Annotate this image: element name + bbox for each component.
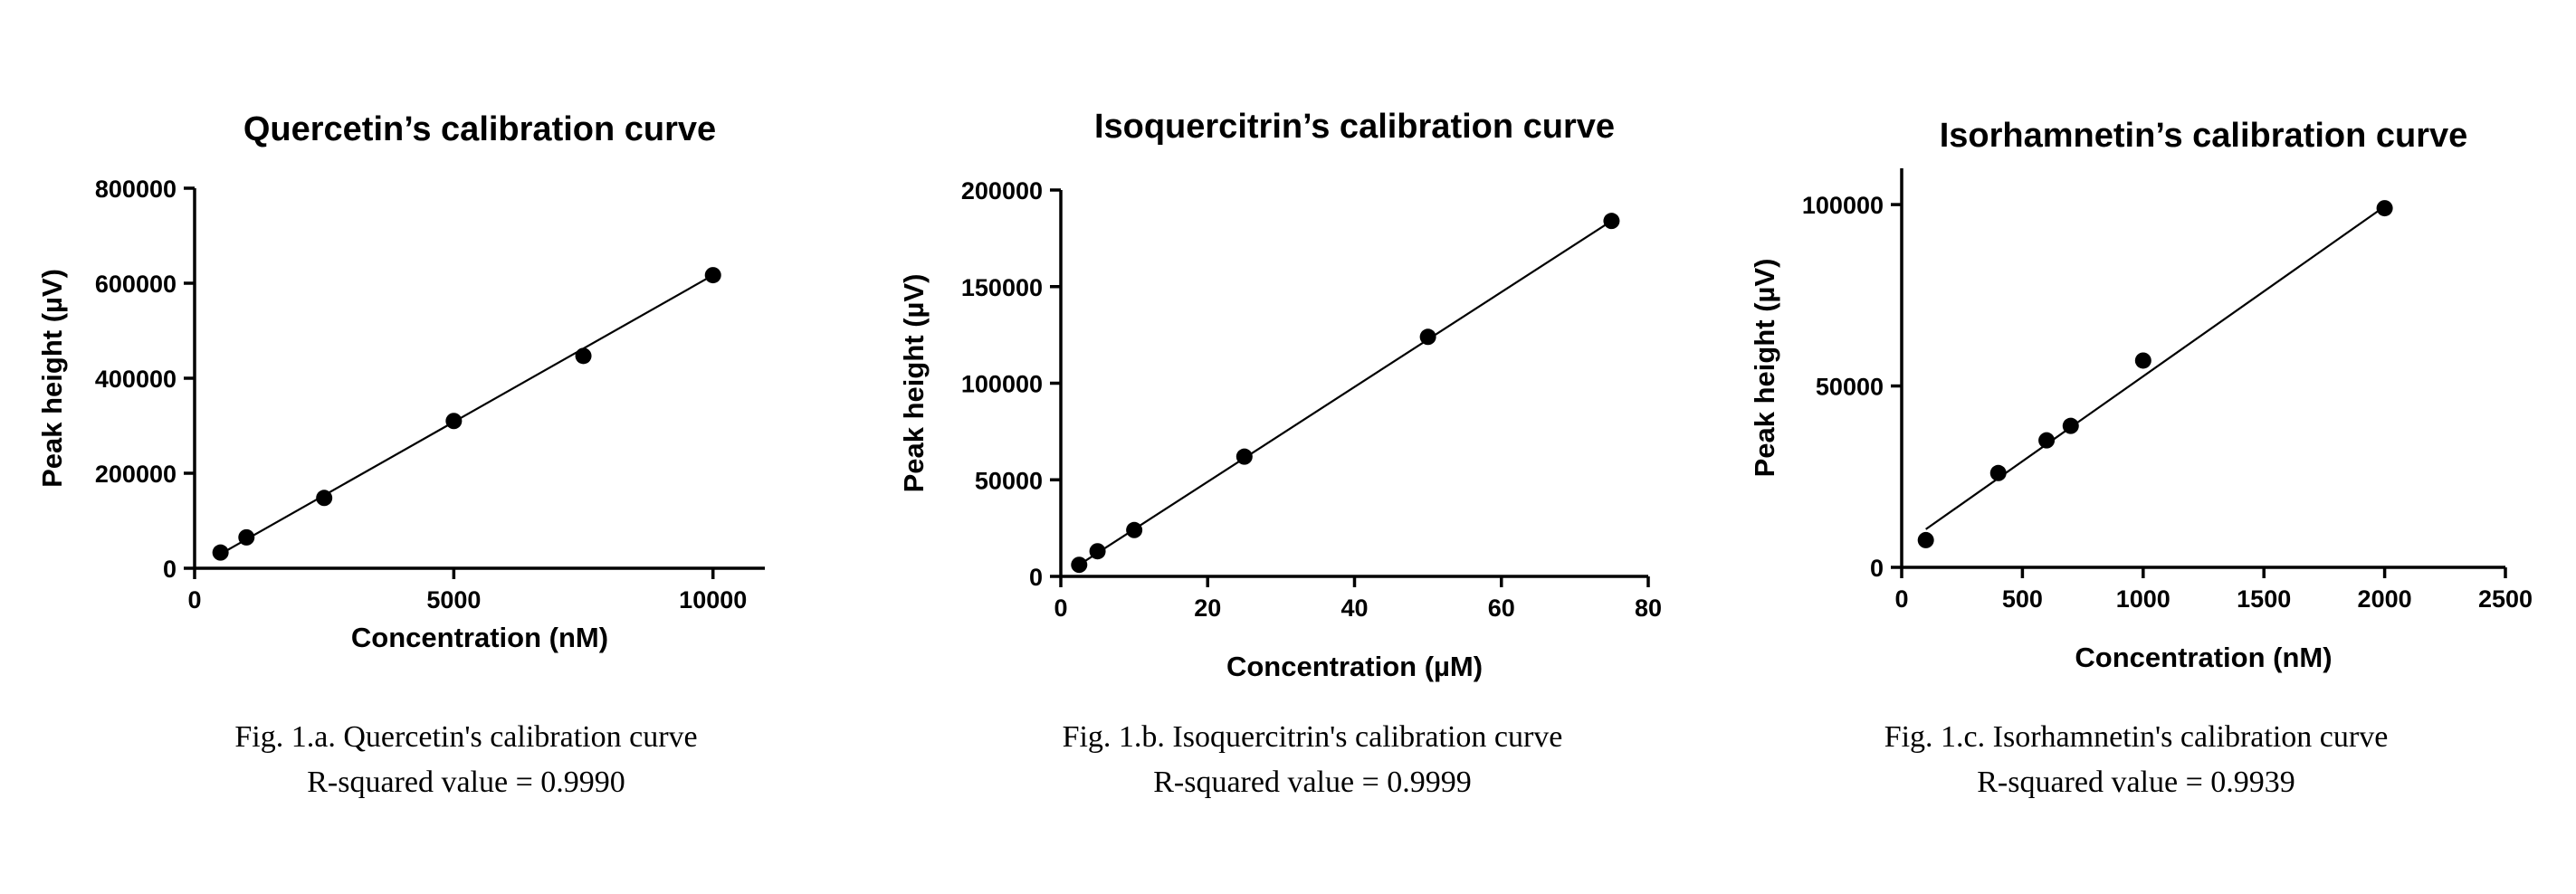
- y-axis-label: Peak height (µV): [898, 274, 930, 493]
- y-tick-label: 0: [1029, 564, 1043, 591]
- y-tick-label: 200000: [95, 461, 177, 488]
- caption-quercetin: Fig. 1.a. Quercetin's calibration curve …: [77, 715, 855, 805]
- chart-title: Quercetin’s calibration curve: [243, 110, 716, 148]
- data-point: [2062, 417, 2079, 434]
- data-point: [316, 490, 333, 507]
- y-tick-label: 100000: [961, 371, 1043, 398]
- x-tick-label: 1000: [2116, 585, 2171, 613]
- x-tick-label: 2000: [2358, 585, 2412, 613]
- y-axis-label: Peak height (µV): [1749, 259, 1780, 478]
- data-point: [1089, 543, 1106, 560]
- x-tick-label: 2500: [2478, 585, 2533, 613]
- data-point: [1917, 531, 1934, 548]
- caption-title: Fig. 1.c. Isorhamnetin's calibration cur…: [1884, 720, 2389, 754]
- x-tick-label: 10000: [679, 586, 747, 613]
- x-tick-label: 0: [187, 586, 201, 613]
- caption-r-squared: R-squared value = 0.9999: [1153, 766, 1472, 799]
- fit-line: [1078, 220, 1613, 566]
- y-tick-label: 0: [1870, 555, 1884, 582]
- data-point: [445, 413, 463, 430]
- chart-isoquercitrin: Isoquercitrin’s calibration curve 0 50000 1…: [898, 108, 1662, 682]
- data-point: [2038, 432, 2056, 449]
- caption-r-squared: R-squared value = 0.9990: [307, 766, 625, 799]
- chart-panel-isoquercitrin: Isoquercitrin’s calibration curve 0 50000 1…: [860, 0, 1720, 894]
- y-tick-label: 0: [163, 556, 177, 583]
- chart-title: Isorhamnetin’s calibration curve: [1940, 117, 2468, 155]
- x-tick-label: 500: [2002, 585, 2043, 613]
- data-point: [1071, 556, 1088, 574]
- data-point: [238, 528, 255, 546]
- caption-isorhamnetin: Fig. 1.c. Isorhamnetin's calibration cur…: [1738, 715, 2534, 805]
- x-tick-label: 5000: [426, 586, 481, 613]
- x-tick-label: 40: [1340, 594, 1368, 622]
- data-point: [1603, 213, 1620, 230]
- chart-quercetin: Quercetin’s calibration curve 0 200000 4000…: [36, 110, 765, 653]
- y-tick-label: 800000: [95, 176, 177, 203]
- chart-panel-quercetin: Quercetin’s calibration curve 0 200000 4000…: [0, 0, 860, 894]
- chart-title: Isoquercitrin’s calibration curve: [1094, 108, 1615, 146]
- data-point: [2376, 200, 2393, 217]
- data-point: [704, 267, 721, 284]
- chart-isorhamnetin: Isorhamnetin’s calibration curve 0 50000 10…: [1749, 117, 2533, 673]
- caption-r-squared: R-squared value = 0.9939: [1977, 766, 2295, 799]
- caption-title: Fig. 1.a. Quercetin's calibration curve: [234, 720, 698, 754]
- x-axis-label: Concentration (nM): [351, 622, 608, 653]
- x-tick-label: 80: [1635, 594, 1662, 622]
- data-point: [2134, 352, 2151, 369]
- x-tick-label: 1500: [2237, 585, 2291, 613]
- y-tick-label: 150000: [961, 274, 1043, 301]
- x-tick-label: 60: [1488, 594, 1515, 622]
- caption-isoquercitrin: Fig. 1.b. Isoquercitrin's calibration cu…: [914, 715, 1711, 805]
- data-point: [1126, 521, 1143, 538]
- data-point: [1419, 328, 1436, 346]
- x-tick-label: 20: [1194, 594, 1221, 622]
- data-point: [212, 544, 229, 561]
- x-axis-label: Concentration (nM): [2075, 642, 2332, 673]
- y-tick-label: 600000: [95, 271, 177, 298]
- x-axis-label: Concentration (µM): [1226, 651, 1483, 682]
- y-tick-label: 100000: [1802, 192, 1884, 219]
- data-point: [575, 347, 592, 365]
- chart-panel-isorhamnetin: Isorhamnetin’s calibration curve 0 50000 10…: [1720, 0, 2576, 894]
- data-point: [1236, 448, 1253, 465]
- x-tick-label: 0: [1894, 585, 1908, 613]
- y-axis-label: Peak height (µV): [36, 269, 68, 488]
- fit-line: [220, 274, 714, 556]
- data-point: [1989, 464, 2007, 481]
- x-tick-label: 0: [1054, 594, 1067, 622]
- y-tick-label: 50000: [1816, 374, 1884, 401]
- y-tick-label: 400000: [95, 366, 177, 393]
- y-tick-label: 50000: [975, 467, 1043, 494]
- y-tick-label: 200000: [961, 177, 1043, 204]
- caption-title: Fig. 1.b. Isoquercitrin's calibration cu…: [1062, 720, 1563, 754]
- fit-line: [1925, 205, 2386, 530]
